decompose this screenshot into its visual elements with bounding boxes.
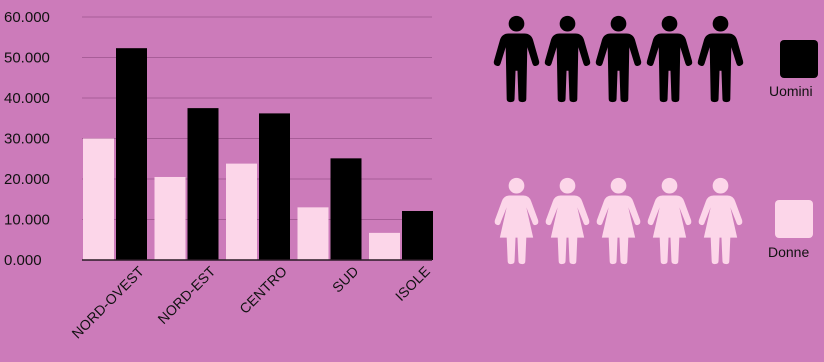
legend-label-uomini: Uomini — [769, 83, 813, 99]
female-person-icon — [647, 177, 692, 265]
y-tick-label: 30.000 — [4, 131, 50, 148]
female-person-icon — [494, 177, 539, 265]
female-person-icon — [545, 177, 590, 265]
bar-donne-isole — [369, 232, 400, 260]
male-person-icon — [544, 15, 591, 103]
bar-uomini-nord-ovest — [116, 48, 147, 261]
y-tick-label: 60.000 — [4, 9, 50, 26]
female-person-icon — [596, 177, 641, 265]
x-category-label: NORD-OVEST — [68, 263, 147, 342]
y-tick-label: 20.000 — [4, 171, 50, 188]
bar-chart: 0.000 10.000 20.000 30.000 40.000 50.000 60.00… — [4, 9, 433, 342]
bar-uomini-nord-est — [187, 108, 219, 260]
bar-donne-nord-est — [154, 176, 186, 260]
male-person-icon — [697, 15, 744, 103]
y-axis-ticks: 0.000 10.000 20.000 30.000 40.000 50.000 60.00… — [4, 9, 50, 269]
y-tick-label: 40.000 — [4, 90, 50, 107]
x-category-label: CENTRO — [236, 263, 290, 317]
male-person-icon — [646, 15, 693, 103]
y-tick-label: 50.000 — [4, 50, 50, 67]
y-tick-label: 10.000 — [4, 212, 50, 229]
x-category-label: ISOLE — [392, 263, 433, 304]
bar-donne-nord-ovest — [83, 138, 114, 260]
legend-swatch-donne — [775, 200, 813, 238]
men-icons-row — [492, 14, 745, 104]
legend-label-donne: Donne — [768, 244, 810, 260]
female-person-icon — [698, 177, 743, 265]
bar-uomini-centro — [259, 113, 290, 260]
bar-uomini-isole — [402, 210, 433, 260]
bars — [83, 48, 433, 261]
legend-swatch-uomini — [780, 40, 818, 78]
bar-donne-centro — [226, 163, 257, 260]
bar-uomini-sud — [330, 158, 362, 260]
male-person-icon — [493, 15, 540, 103]
y-tick-label: 0.000 — [4, 252, 42, 269]
x-axis-categories: NORD-OVEST NORD-EST CENTRO SUD ISOLE — [68, 263, 433, 342]
male-person-icon — [595, 15, 642, 103]
x-category-label: NORD-EST — [154, 263, 218, 327]
x-category-label: SUD — [329, 263, 362, 296]
bar-donne-sud — [297, 207, 329, 260]
women-icons-row — [492, 176, 745, 266]
